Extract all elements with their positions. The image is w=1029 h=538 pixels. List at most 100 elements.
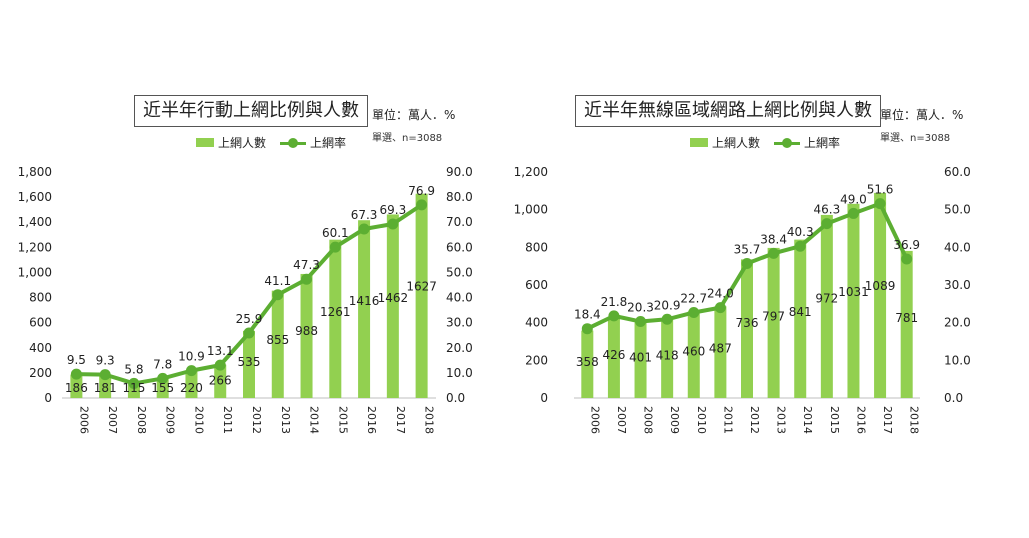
bar: [794, 239, 807, 398]
y-right-tick-label: 50.0: [944, 203, 971, 217]
y-left-tick-label: 200: [525, 353, 548, 367]
x-tick-label: 2011: [221, 406, 234, 434]
legend-line-swatch: [280, 137, 307, 149]
bar: [661, 319, 674, 398]
x-tick-label: 2012: [250, 406, 263, 434]
rate-point: [821, 218, 833, 230]
count-data-label: 155: [151, 381, 174, 395]
bar: [847, 203, 860, 398]
y-left-tick-label: 600: [525, 278, 548, 292]
count-data-label: 1031: [838, 285, 869, 299]
y-left-tick-label: 800: [525, 240, 548, 254]
y-right-tick-label: 0.0: [944, 391, 963, 405]
rate-point: [741, 258, 753, 270]
bar: [634, 322, 647, 398]
rate-data-label: 60.1: [322, 226, 349, 240]
x-tick-label: 2017: [394, 406, 407, 434]
y-right-tick-label: 20.0: [944, 316, 971, 330]
chart-svg-mobile: 0 200 400 600 800 1,000 1,200 1,400 1,600 1,800 0.…: [18, 165, 473, 434]
rate-point: [768, 247, 780, 259]
rate-point: [185, 365, 197, 377]
bar: [214, 364, 227, 398]
rate-data-label: 22.7: [680, 291, 707, 305]
y-right-tick-label: 80.0: [446, 190, 473, 204]
x-tick-label: 2011: [721, 406, 734, 434]
rate-data-label: 20.9: [654, 298, 681, 312]
count-data-label: 181: [94, 381, 117, 395]
rate-point: [901, 253, 913, 265]
rate-data-label: 21.8: [601, 295, 628, 309]
x-tick-label: 2015: [336, 406, 349, 434]
rate-data-label: 40.3: [787, 225, 814, 239]
rate-point: [99, 369, 111, 381]
x-tick-label: 2014: [801, 406, 814, 434]
bar: [99, 375, 112, 398]
count-data-label: 797: [762, 309, 785, 323]
count-data-label: 418: [656, 349, 679, 363]
count-data-label: 972: [815, 291, 838, 305]
legend-line-label: 上網率: [310, 136, 347, 150]
unit-label: 單位：萬人．%: [372, 108, 456, 122]
y-left-tick-label: 400: [29, 341, 52, 355]
count-data-label: 186: [65, 381, 88, 395]
count-data-label: 266: [209, 374, 232, 388]
x-tick-label: 2013: [775, 406, 788, 434]
bar: [358, 220, 371, 398]
rate-data-label: 13.1: [207, 344, 234, 358]
bar: [607, 317, 620, 398]
bar: [714, 306, 727, 398]
rate-point: [329, 241, 341, 253]
bar: [415, 193, 428, 398]
count-data-label: 988: [295, 324, 318, 338]
y-right-tick-label: 40.0: [944, 240, 971, 254]
count-data-label: 1416: [349, 294, 380, 308]
rate-point: [581, 323, 593, 335]
count-data-label: 220: [180, 381, 203, 395]
rate-data-label: 41.1: [264, 274, 291, 288]
x-tick-label: 2016: [365, 406, 378, 434]
rate-data-label: 20.3: [627, 301, 654, 315]
y-left-tick-label: 1,200: [18, 240, 52, 254]
count-data-label: 781: [895, 311, 918, 325]
bar: [156, 378, 169, 398]
rate-point: [358, 223, 370, 235]
y-left-tick-label: 1,200: [514, 165, 548, 179]
bar: [329, 239, 342, 398]
x-tick-label: 2018: [423, 406, 436, 434]
y-left-tick-label: 400: [525, 316, 548, 330]
rate-point: [688, 306, 700, 318]
y-right-tick-label: 30.0: [944, 278, 971, 292]
rate-data-label: 67.3: [351, 208, 378, 222]
sample-note: 單選、n=3088: [880, 133, 951, 144]
rate-data-label: 47.3: [293, 258, 320, 272]
bar: [820, 214, 833, 398]
y-right-tick-label: 60.0: [446, 240, 473, 254]
rate-data-label: 24.0: [707, 287, 734, 301]
bar: [386, 214, 399, 398]
x-tick-label: 2018: [908, 406, 921, 434]
y-right-tick-label: 90.0: [446, 165, 473, 179]
y-left-tick-label: 1,000: [514, 203, 548, 217]
x-tick-label: 2016: [854, 406, 867, 434]
rate-point: [416, 199, 428, 211]
x-tick-label: 2010: [192, 406, 205, 434]
legend-bar-swatch: [690, 138, 708, 147]
rate-data-label: 18.4: [574, 308, 601, 322]
count-data-label: 1462: [378, 291, 409, 305]
count-data-label: 736: [736, 316, 759, 330]
chart-title: 近半年無線區域網路上網比例與人數: [575, 95, 881, 127]
x-tick-label: 2006: [588, 406, 601, 434]
x-tick-label: 2007: [615, 406, 628, 434]
x-tick-label: 2009: [164, 406, 177, 434]
rate-point: [301, 273, 313, 285]
bar: [243, 330, 255, 398]
rate-point: [635, 316, 647, 328]
y-right-tick-label: 0.0: [446, 391, 465, 405]
x-tick-label: 2006: [77, 406, 90, 434]
rate-data-label: 35.7: [734, 243, 761, 257]
y-left-tick-label: 600: [29, 316, 52, 330]
count-data-label: 115: [122, 381, 145, 395]
chart-panel-mobile: 近半年行動上網比例與人數 單位：萬人．% 單選、n=3088 上網人數 上網率 …: [0, 0, 514, 538]
rate-point: [847, 207, 859, 219]
rate-data-label: 76.9: [408, 184, 435, 198]
